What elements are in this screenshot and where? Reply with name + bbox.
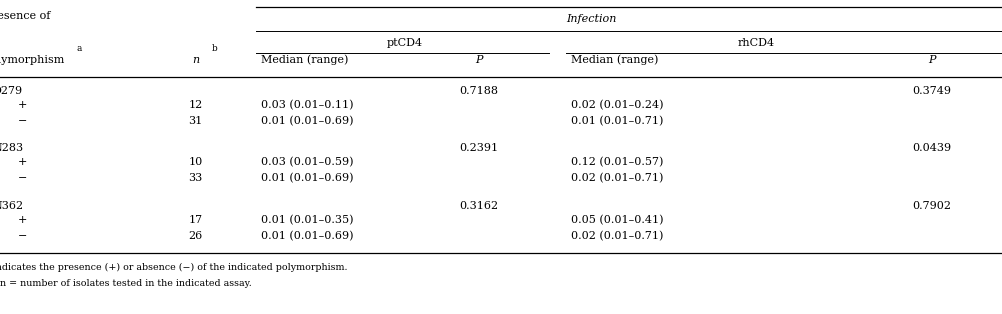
Text: 0.7902: 0.7902 xyxy=(913,201,951,211)
Text: Infection: Infection xyxy=(566,14,616,24)
Text: 0.02 (0.01–0.71): 0.02 (0.01–0.71) xyxy=(571,231,663,241)
Text: N362: N362 xyxy=(0,201,23,211)
Text: −: − xyxy=(18,231,27,241)
Text: 26: 26 xyxy=(188,231,202,241)
Text: 17: 17 xyxy=(188,215,202,225)
Text: 0.01 (0.01–0.69): 0.01 (0.01–0.69) xyxy=(261,231,353,241)
Text: 0.3749: 0.3749 xyxy=(913,86,951,96)
Text: 0.01 (0.01–0.69): 0.01 (0.01–0.69) xyxy=(261,173,353,183)
Text: −: − xyxy=(18,173,27,183)
Text: 0.03 (0.01–0.59): 0.03 (0.01–0.59) xyxy=(261,157,353,167)
Text: 0.05 (0.01–0.41): 0.05 (0.01–0.41) xyxy=(571,215,663,225)
Text: D279: D279 xyxy=(0,86,22,96)
Text: +: + xyxy=(18,215,27,225)
Text: P: P xyxy=(928,55,936,65)
Text: 0.01 (0.01–0.35): 0.01 (0.01–0.35) xyxy=(261,215,353,225)
Text: n = number of isolates tested in the indicated assay.: n = number of isolates tested in the ind… xyxy=(0,279,252,288)
Text: a: a xyxy=(76,44,81,53)
Text: N283: N283 xyxy=(0,143,23,153)
Text: n: n xyxy=(191,55,199,65)
Text: 10: 10 xyxy=(188,157,202,167)
Text: Indicates the presence (+) or absence (−) of the indicated polymorphism.: Indicates the presence (+) or absence (−… xyxy=(0,263,348,272)
Text: olymorphism: olymorphism xyxy=(0,55,65,65)
Text: −: − xyxy=(18,116,27,126)
Text: b: b xyxy=(211,44,217,53)
Text: 0.01 (0.01–0.69): 0.01 (0.01–0.69) xyxy=(261,116,353,126)
Text: 31: 31 xyxy=(188,116,202,126)
Text: resence of: resence of xyxy=(0,11,50,21)
Text: 0.02 (0.01–0.24): 0.02 (0.01–0.24) xyxy=(571,100,663,110)
Text: 0.2391: 0.2391 xyxy=(459,143,499,153)
Text: +: + xyxy=(18,100,27,110)
Text: 33: 33 xyxy=(188,173,202,183)
Text: +: + xyxy=(18,157,27,167)
Text: 0.7188: 0.7188 xyxy=(460,86,498,96)
Text: 12: 12 xyxy=(188,100,202,110)
Text: rhCD4: rhCD4 xyxy=(737,38,776,48)
Text: 0.0439: 0.0439 xyxy=(912,143,952,153)
Text: 0.3162: 0.3162 xyxy=(459,201,499,211)
Text: 0.01 (0.01–0.71): 0.01 (0.01–0.71) xyxy=(571,116,663,126)
Text: 0.12 (0.01–0.57): 0.12 (0.01–0.57) xyxy=(571,157,663,167)
Text: Median (range): Median (range) xyxy=(261,54,348,65)
Text: Median (range): Median (range) xyxy=(571,54,658,65)
Text: P: P xyxy=(475,55,483,65)
Text: 0.03 (0.01–0.11): 0.03 (0.01–0.11) xyxy=(261,100,353,110)
Text: 0.02 (0.01–0.71): 0.02 (0.01–0.71) xyxy=(571,173,663,183)
Text: ptCD4: ptCD4 xyxy=(387,38,423,48)
